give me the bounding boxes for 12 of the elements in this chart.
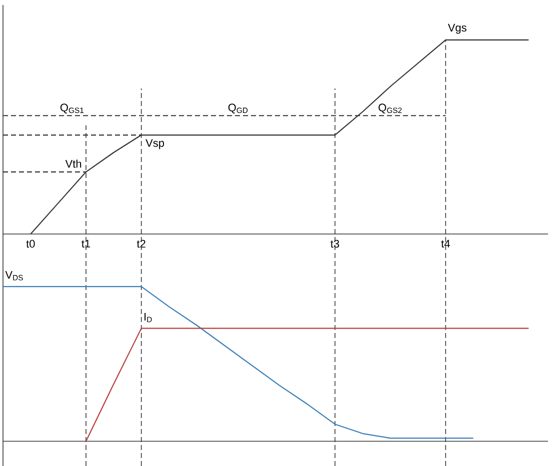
annotation: Vth: [65, 160, 82, 168]
annotation: Vsp: [146, 139, 164, 150]
series-label: Vgs: [448, 24, 466, 34]
series-label: V$_{DS}$: [5, 271, 23, 280]
x-tick-label: t1: [82, 240, 90, 248]
x-tick-label: t0: [26, 240, 35, 248]
annotation: Q$_{GS2}$: [378, 104, 402, 114]
series-label: I$_{D}$: [144, 312, 152, 322]
x-tick-label: t4: [441, 240, 450, 248]
x-tick-label: t3: [330, 240, 340, 248]
annotation: Q$_{GD}$: [228, 104, 248, 114]
annotation: Q$_{GS1}$: [60, 104, 84, 114]
